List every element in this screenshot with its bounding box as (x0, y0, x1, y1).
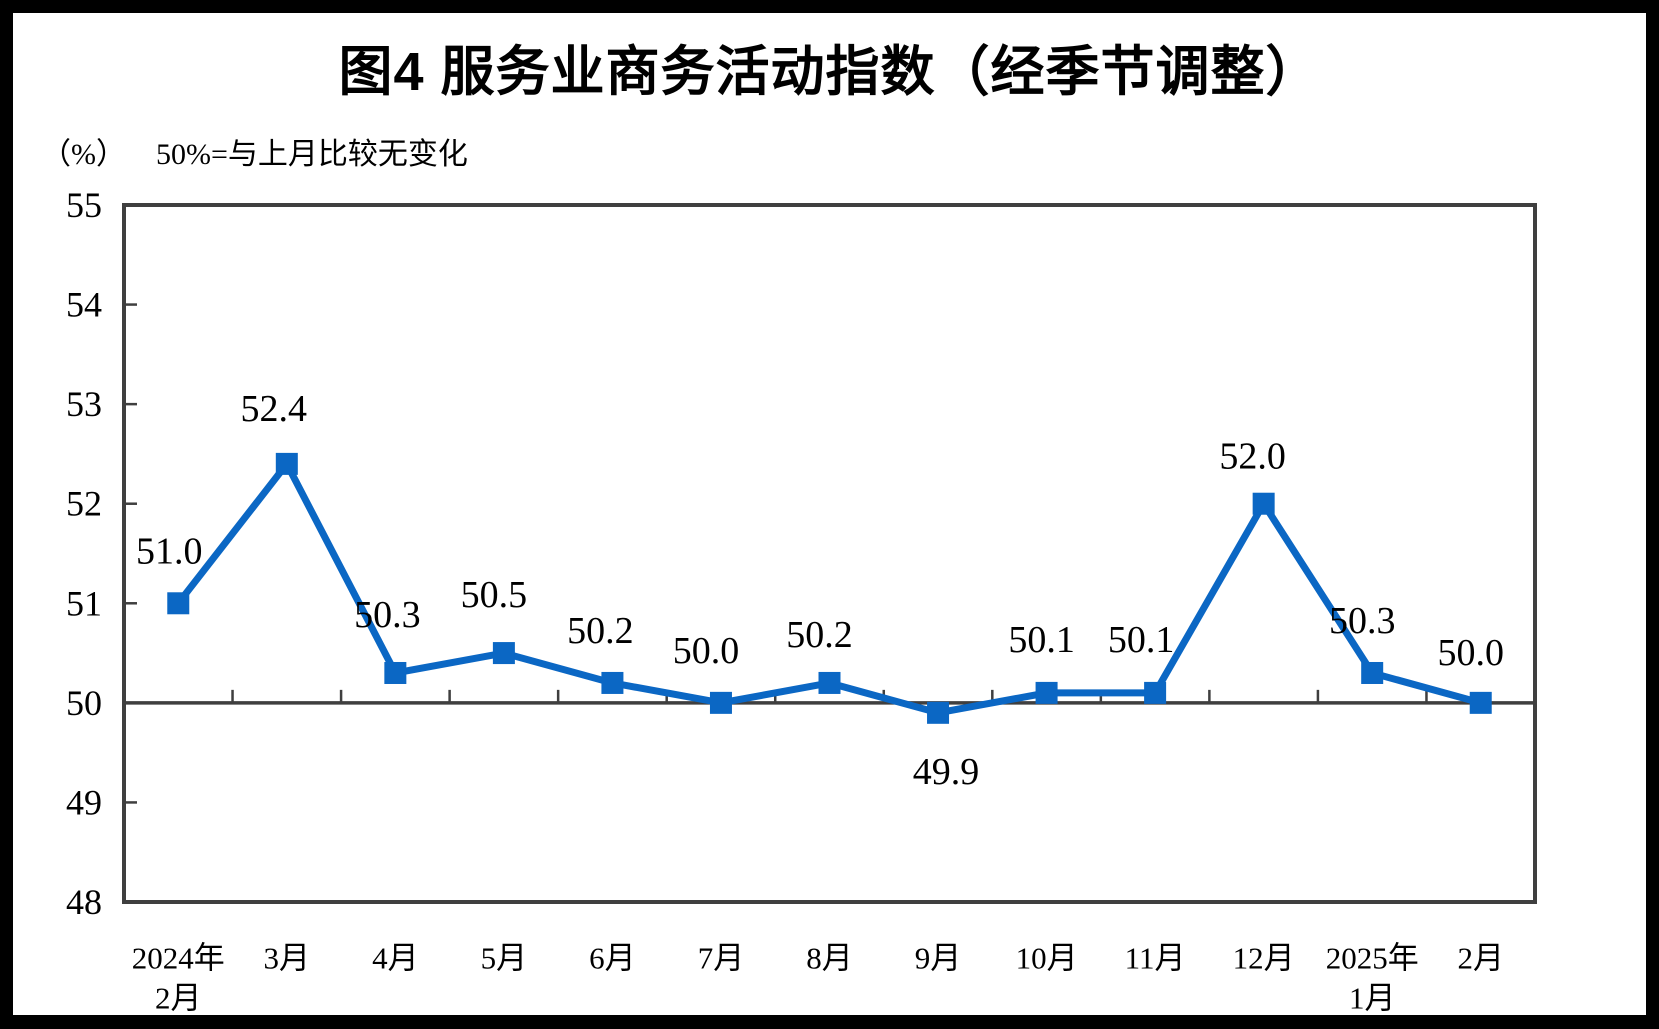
data-point-label: 50.0 (673, 630, 740, 672)
y-axis-label: 50 (66, 683, 102, 723)
data-point-label: 50.1 (1008, 619, 1075, 661)
axis-unit-note: （%） 50%=与上月比较无变化 (41, 129, 468, 173)
x-axis-category-label: 7月 (698, 941, 745, 976)
data-point-label: 50.3 (354, 594, 421, 636)
data-point-label: 52.0 (1219, 436, 1286, 478)
data-point-marker (1144, 681, 1167, 704)
x-axis-category-label: 4月 (372, 941, 419, 976)
x-axis-category-label: 12月 (1233, 941, 1295, 976)
data-point-label: 49.9 (913, 751, 980, 793)
chart-canvas: 48 49 50 51 52 53 54 55 51.0 52.4 50.3 50.5 50.2 50.0… (66, 185, 1537, 1016)
y-axis-label: 51 (66, 583, 102, 623)
x-axis-category-label: 2月 (155, 981, 202, 1016)
x-axis-category-label: 2024年 (132, 941, 225, 976)
data-point-marker (167, 592, 190, 615)
data-point-label: 50.1 (1108, 619, 1175, 661)
data-point-marker (492, 642, 515, 665)
y-axis-label: 52 (66, 484, 102, 524)
data-point-marker (927, 701, 950, 724)
data-point-label: 50.2 (786, 614, 853, 656)
y-axis-unit-label: （%） (41, 138, 126, 171)
y-axis-label: 49 (66, 782, 102, 822)
x-axis-category-label: 8月 (806, 941, 853, 976)
data-point-label: 50.0 (1437, 632, 1504, 674)
data-point-label: 50.5 (461, 574, 528, 616)
data-point-marker (1469, 691, 1492, 714)
chart-title: 图4 服务业商务活动指数（经季节调整） (338, 42, 1321, 102)
data-point-marker (275, 452, 298, 475)
data-point-marker (818, 671, 841, 694)
data-point-marker (601, 671, 624, 694)
x-axis-category-label: 3月 (264, 941, 311, 976)
data-point-marker (1361, 661, 1384, 684)
x-axis-category-label: 1月 (1349, 981, 1396, 1016)
x-axis-category-label: 9月 (915, 941, 962, 976)
chart-page: 图4 服务业商务活动指数（经季节调整） （%） 50%=与上月比较无变化 48 49… (13, 13, 1646, 1015)
x-axis-category-label: 2025年 (1326, 941, 1419, 976)
data-point-label: 51.0 (136, 530, 203, 572)
y-axis-label: 54 (66, 285, 102, 325)
data-point-marker (384, 661, 407, 684)
x-axis-category-label: 2月 (1457, 941, 1504, 976)
data-point-label: 52.4 (241, 388, 308, 430)
data-point-label: 50.3 (1329, 600, 1396, 642)
data-point-label: 50.2 (567, 610, 634, 652)
plot-frame (122, 203, 1537, 904)
y-axis-label: 55 (66, 185, 102, 225)
data-point-marker (1035, 681, 1058, 704)
data-point-marker (709, 691, 732, 714)
y-axis-label: 48 (66, 882, 102, 922)
x-axis-category-label: 10月 (1016, 941, 1078, 976)
data-point-marker (1252, 492, 1275, 515)
x-axis-category-label: 11月 (1125, 941, 1186, 976)
y-axis-label: 53 (66, 384, 102, 424)
x-axis-category-label: 5月 (481, 941, 528, 976)
x-axis-category-label: 6月 (589, 941, 636, 976)
baseline-note: 50%=与上月比较无变化 (156, 138, 468, 171)
